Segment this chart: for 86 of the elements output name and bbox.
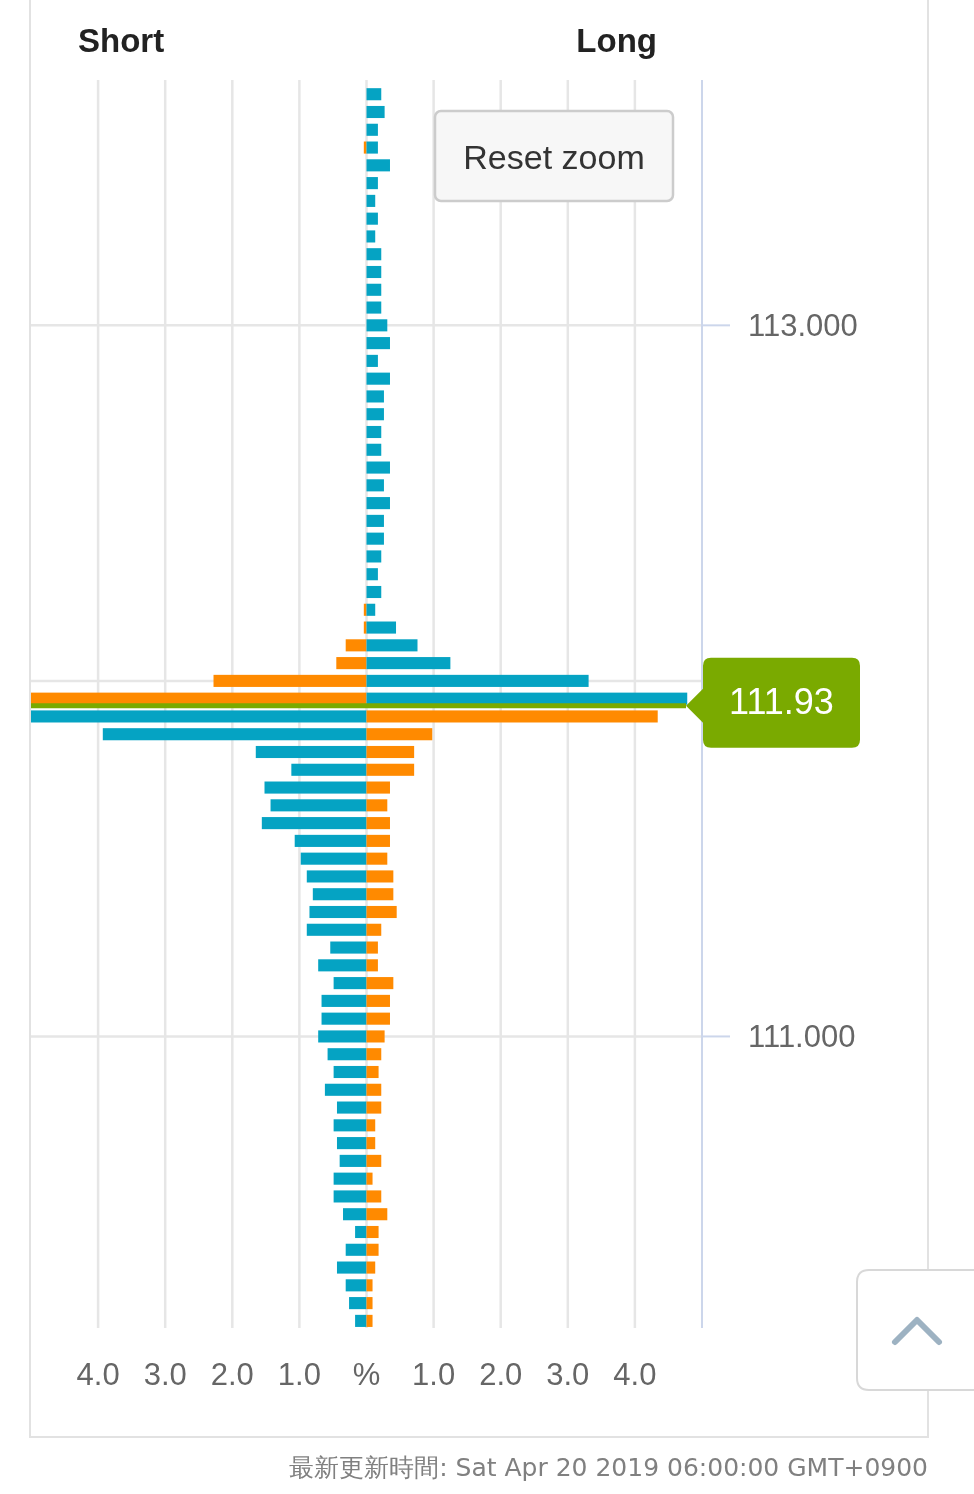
bar (255, 745, 367, 759)
bar (366, 852, 388, 865)
bar (294, 834, 367, 847)
bar (366, 1208, 388, 1221)
bar (366, 1243, 379, 1256)
ref-line-label: 111.93 (729, 681, 834, 723)
bar (336, 1101, 367, 1114)
bar (336, 1137, 367, 1150)
y-tick-label: 113.000 (748, 307, 858, 343)
x-tick-label: 3.0 (143, 1356, 187, 1392)
bar (366, 728, 433, 741)
bar (366, 1190, 382, 1203)
bar (366, 1048, 382, 1061)
bar (366, 870, 394, 883)
bar (318, 1030, 367, 1043)
x-tick-label: 2.0 (479, 1356, 523, 1392)
x-tick-label: 3.0 (546, 1356, 590, 1392)
y-tick-label: 111.000 (748, 1018, 856, 1054)
bar (366, 941, 378, 954)
bar (333, 977, 367, 990)
bar (366, 817, 390, 830)
bar (321, 994, 367, 1007)
bar (345, 1279, 367, 1292)
bar (366, 994, 390, 1007)
bar (318, 959, 367, 972)
bar (330, 941, 367, 954)
bar (291, 763, 367, 776)
bar (343, 1208, 367, 1221)
x-tick-label: 4.0 (613, 1356, 657, 1392)
bar (366, 959, 378, 972)
bar (336, 1261, 367, 1274)
bar (333, 1172, 367, 1185)
bar (366, 1172, 373, 1185)
x-tick-label: 1.0 (412, 1356, 456, 1392)
bar (366, 888, 394, 901)
annotation: Reset zoom (463, 138, 645, 176)
bar (366, 1101, 382, 1114)
bar (264, 781, 367, 794)
x-tick-label: 4.0 (76, 1356, 120, 1392)
bar (270, 799, 367, 812)
x-tick-label: 1.0 (277, 1356, 321, 1392)
bar (366, 1261, 376, 1274)
bar (327, 1048, 367, 1061)
bar (300, 852, 367, 865)
bar (366, 781, 390, 794)
bar (321, 1012, 367, 1025)
bar (366, 1137, 376, 1150)
bar (306, 870, 367, 883)
bar (355, 1225, 367, 1239)
bar (366, 1297, 373, 1310)
text: Long (576, 21, 657, 59)
bar (366, 1314, 373, 1327)
bar (366, 1119, 376, 1132)
bar (312, 888, 367, 901)
bar (306, 923, 367, 936)
bar (355, 1314, 367, 1327)
bar (333, 1065, 367, 1079)
bar (261, 817, 367, 830)
bar (345, 1243, 367, 1256)
bar (333, 1119, 367, 1132)
bar (366, 763, 415, 776)
bar (366, 1225, 379, 1239)
bar (31, 710, 367, 723)
x-tick-label: % (352, 1356, 381, 1392)
text: Short (78, 21, 165, 59)
bar (366, 710, 658, 723)
x-tick-label: 2.0 (210, 1356, 254, 1392)
bar (324, 1083, 367, 1096)
bar (366, 1065, 379, 1079)
bar (366, 745, 415, 759)
bar (349, 1297, 367, 1310)
bar (366, 1279, 373, 1292)
bar (309, 905, 367, 919)
bar (366, 799, 388, 812)
bar (366, 1012, 390, 1025)
bar (333, 1190, 367, 1203)
bar (339, 1154, 367, 1167)
bar (366, 1030, 385, 1043)
bar (366, 905, 397, 919)
bar (366, 834, 390, 847)
text: 最新更新時間: Sat Apr 20 2019 06:00:00 GMT+0900 (289, 1453, 928, 1482)
bar (366, 1083, 382, 1096)
bar (366, 923, 382, 936)
bar (102, 728, 367, 741)
bar (366, 977, 394, 990)
bar (366, 1154, 382, 1167)
